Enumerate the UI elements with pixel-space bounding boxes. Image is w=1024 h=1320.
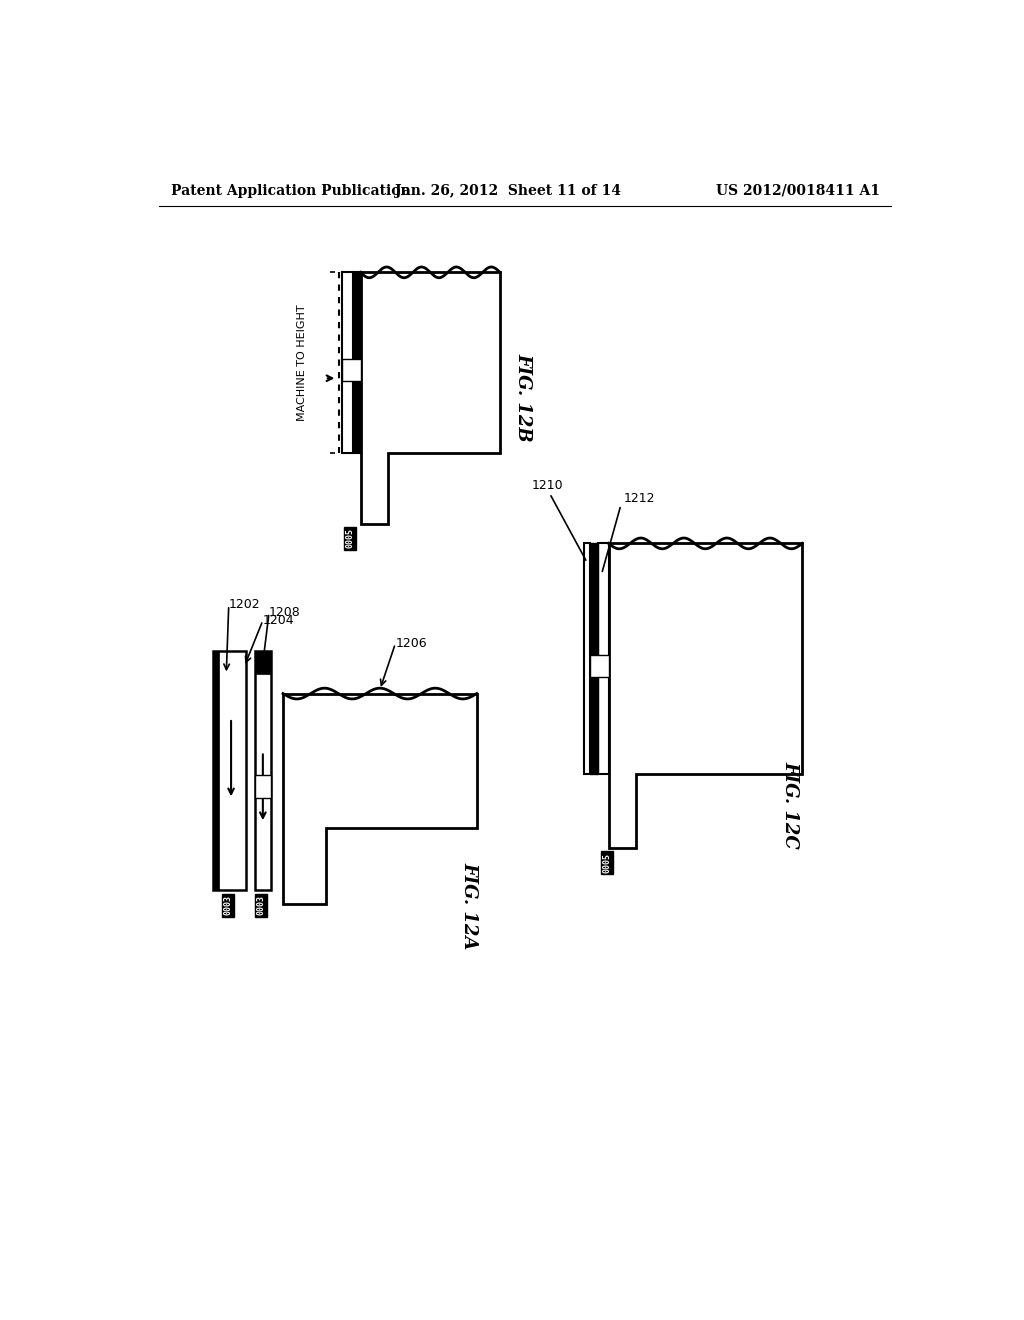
Bar (352, 272, 360, 453)
Bar (342, 272, 352, 453)
Polygon shape (360, 272, 500, 524)
Text: 0005: 0005 (346, 528, 355, 548)
Text: 1202: 1202 (228, 598, 260, 611)
Text: 0003: 0003 (223, 895, 232, 915)
Polygon shape (608, 544, 802, 847)
Text: MACHINE TO HEIGHT: MACHINE TO HEIGHT (297, 305, 306, 421)
Text: 1212: 1212 (624, 492, 654, 506)
Polygon shape (283, 693, 477, 904)
Bar (342, 359, 360, 380)
Text: 1204: 1204 (263, 614, 295, 627)
Bar (255, 775, 270, 799)
Text: Patent Application Publication: Patent Application Publication (171, 183, 411, 198)
Text: 1206: 1206 (395, 638, 427, 649)
Bar (213, 651, 246, 890)
Text: US 2012/0018411 A1: US 2012/0018411 A1 (716, 183, 880, 198)
Text: 1210: 1210 (531, 479, 563, 492)
Text: 0005: 0005 (602, 853, 611, 873)
Text: FIG. 12A: FIG. 12A (460, 862, 478, 949)
Bar (590, 544, 598, 775)
Bar (590, 655, 608, 677)
Text: 0003: 0003 (257, 895, 266, 915)
Text: Jan. 26, 2012  Sheet 11 of 14: Jan. 26, 2012 Sheet 11 of 14 (394, 183, 621, 198)
Bar (255, 651, 270, 890)
Text: FIG. 12B: FIG. 12B (514, 352, 532, 441)
Bar (213, 651, 219, 890)
Bar (585, 544, 590, 775)
Text: 1208: 1208 (269, 606, 301, 619)
Text: FIG. 12C: FIG. 12C (781, 762, 800, 849)
Bar (598, 544, 608, 775)
Bar (255, 651, 270, 675)
